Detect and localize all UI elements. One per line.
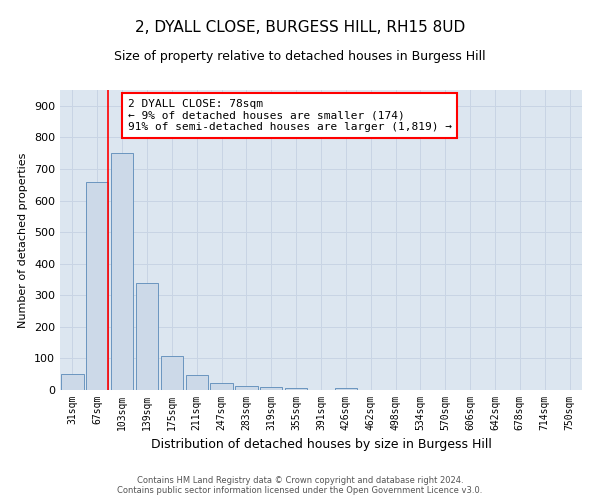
Bar xyxy=(285,388,307,390)
Text: 2, DYALL CLOSE, BURGESS HILL, RH15 8UD: 2, DYALL CLOSE, BURGESS HILL, RH15 8UD xyxy=(135,20,465,35)
Text: 2 DYALL CLOSE: 78sqm
← 9% of detached houses are smaller (174)
91% of semi-detac: 2 DYALL CLOSE: 78sqm ← 9% of detached ho… xyxy=(128,99,452,132)
Bar xyxy=(211,383,233,390)
X-axis label: Distribution of detached houses by size in Burgess Hill: Distribution of detached houses by size … xyxy=(151,438,491,452)
Bar xyxy=(161,356,183,390)
Text: Contains HM Land Registry data © Crown copyright and database right 2024.
Contai: Contains HM Land Registry data © Crown c… xyxy=(118,476,482,495)
Bar xyxy=(61,374,83,390)
Bar xyxy=(235,386,257,390)
Bar xyxy=(111,153,133,390)
Text: Size of property relative to detached houses in Burgess Hill: Size of property relative to detached ho… xyxy=(114,50,486,63)
Bar xyxy=(86,182,109,390)
Bar xyxy=(335,388,357,390)
Y-axis label: Number of detached properties: Number of detached properties xyxy=(19,152,28,328)
Bar xyxy=(136,282,158,390)
Bar xyxy=(185,375,208,390)
Bar xyxy=(260,388,283,390)
